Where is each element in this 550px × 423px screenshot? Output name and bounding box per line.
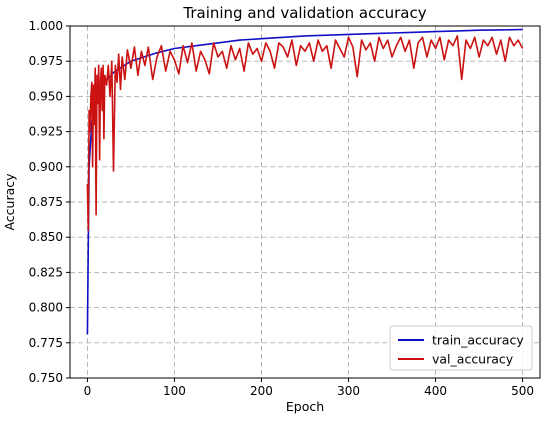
y-tick-label: 0.825 xyxy=(29,265,63,279)
grid xyxy=(70,25,540,379)
legend-label: train_accuracy xyxy=(432,333,524,348)
x-tick-label: 500 xyxy=(511,384,534,398)
x-axis-label: Epoch xyxy=(286,399,324,414)
x-tick-label: 400 xyxy=(424,384,447,398)
y-axis-label: Accuracy xyxy=(2,173,17,231)
y-tick-label: 0.750 xyxy=(29,371,63,385)
y-tick-label: 0.875 xyxy=(29,195,63,209)
axis-ticks: 0 100 200 300 400 500 0.750 0.775 0.800 0.825 0.85… xyxy=(29,19,534,398)
y-tick-label: 0.950 xyxy=(29,89,63,103)
x-tick-label: 200 xyxy=(250,384,273,398)
x-tick-label: 300 xyxy=(337,384,360,398)
legend: train_accuracy val_accuracy xyxy=(389,325,533,371)
x-tick-label: 0 xyxy=(84,384,92,398)
y-tick-label: 1.000 xyxy=(29,19,63,33)
plot-lines xyxy=(86,28,524,335)
series-line-val-accuracy xyxy=(86,35,524,231)
legend-box xyxy=(389,325,533,371)
y-tick-label: 0.925 xyxy=(29,125,63,139)
legend-label: val_accuracy xyxy=(432,352,514,367)
y-tick-label: 0.900 xyxy=(29,160,63,174)
x-tick-label: 100 xyxy=(163,384,186,398)
chart-title: Training and validation accuracy xyxy=(182,4,426,22)
y-tick-label: 0.775 xyxy=(29,336,63,350)
y-tick-label: 0.975 xyxy=(29,54,63,68)
y-tick-label: 0.850 xyxy=(29,230,63,244)
y-tick-label: 0.800 xyxy=(29,301,63,315)
